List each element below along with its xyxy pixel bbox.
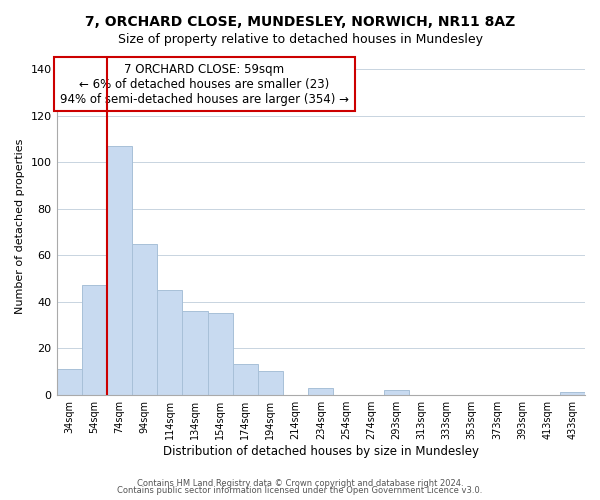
Bar — [82, 286, 107, 395]
Bar — [383, 390, 409, 394]
Text: Contains public sector information licensed under the Open Government Licence v3: Contains public sector information licen… — [118, 486, 482, 495]
Bar — [308, 388, 334, 394]
Text: 7 ORCHARD CLOSE: 59sqm
← 6% of detached houses are smaller (23)
94% of semi-deta: 7 ORCHARD CLOSE: 59sqm ← 6% of detached … — [60, 62, 349, 106]
Bar — [233, 364, 258, 394]
Text: Contains HM Land Registry data © Crown copyright and database right 2024.: Contains HM Land Registry data © Crown c… — [137, 478, 463, 488]
Bar — [208, 314, 233, 394]
Text: Size of property relative to detached houses in Mundesley: Size of property relative to detached ho… — [118, 32, 482, 46]
Bar — [132, 244, 157, 394]
Y-axis label: Number of detached properties: Number of detached properties — [15, 138, 25, 314]
X-axis label: Distribution of detached houses by size in Mundesley: Distribution of detached houses by size … — [163, 444, 479, 458]
Bar — [258, 372, 283, 394]
Text: 7, ORCHARD CLOSE, MUNDESLEY, NORWICH, NR11 8AZ: 7, ORCHARD CLOSE, MUNDESLEY, NORWICH, NR… — [85, 15, 515, 29]
Bar — [56, 369, 82, 394]
Bar — [182, 311, 208, 394]
Bar — [157, 290, 182, 395]
Bar — [107, 146, 132, 394]
Bar — [560, 392, 585, 394]
